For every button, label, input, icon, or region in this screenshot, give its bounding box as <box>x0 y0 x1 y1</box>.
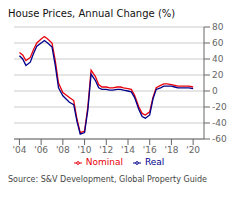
svg-text:'12: '12 <box>99 145 113 155</box>
svg-text:60: 60 <box>212 38 224 48</box>
html-text:Real: Real <box>144 157 165 167</box>
svg-text:80: 80 <box>212 22 224 32</box>
svg-text:'16: '16 <box>143 145 157 155</box>
svg-text:-20: -20 <box>212 102 227 112</box>
html-text:Source: S&V Development, Globa: Source: S&V Development, Global Property… <box>8 175 207 184</box>
svg-text:-40: -40 <box>212 118 227 128</box>
svg-text:'08: '08 <box>56 145 70 155</box>
svg-text:'14: '14 <box>121 145 135 155</box>
html-text:House Prices, Annual Change (%: House Prices, Annual Change (%) <box>8 8 176 19</box>
svg-text:'10: '10 <box>78 145 92 155</box>
svg-text:'20: '20 <box>186 145 200 155</box>
svg-text:'18: '18 <box>164 145 178 155</box>
html-text:Nominal: Nominal <box>85 157 123 167</box>
svg-text:0: 0 <box>212 86 218 96</box>
svg-text:'04: '04 <box>12 145 26 155</box>
svg-text:20: 20 <box>212 70 224 80</box>
svg-text:'06: '06 <box>34 145 48 155</box>
svg-text:-60: -60 <box>212 134 227 144</box>
svg-text:40: 40 <box>212 54 224 64</box>
